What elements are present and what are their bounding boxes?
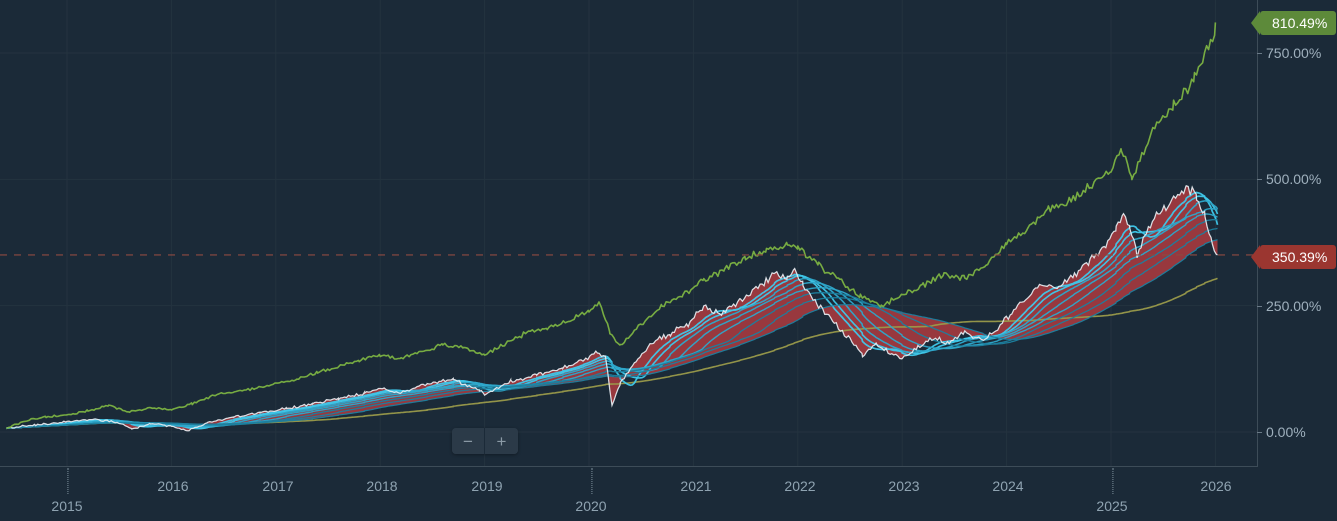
chart-plot-area[interactable] <box>0 0 1258 467</box>
zoom-out-button[interactable]: − <box>452 428 485 454</box>
time-axis-label-2026: 2026 <box>1200 478 1232 494</box>
time-axis-label-2020: 2020 <box>575 468 607 514</box>
price-tick: 0.00% <box>1257 424 1306 440</box>
zoom-control[interactable]: − + <box>452 428 518 454</box>
time-axis-label-2025: 2025 <box>1096 468 1128 514</box>
price-last-value-badge: 350.39% <box>1260 245 1337 269</box>
price-tick: 250.00% <box>1257 298 1321 314</box>
price-tick: 500.00% <box>1257 171 1321 187</box>
chart-canvas <box>0 22 1257 432</box>
time-axis-label-2023: 2023 <box>888 478 920 494</box>
price-axis[interactable]: 750.00% 500.00% 250.00% 0.00% 810.49% 35… <box>1257 0 1337 466</box>
time-axis-label-2022: 2022 <box>784 478 816 494</box>
time-axis[interactable]: 2015 2016 2017 2018 2019 2020 2021 2022 2023 2024… <box>0 466 1257 521</box>
time-axis-label-2024: 2024 <box>992 478 1024 494</box>
zoom-in-button[interactable]: + <box>485 428 518 454</box>
price-last-value-text: 350.39% <box>1272 249 1328 265</box>
benchmark-last-value-badge: 810.49% <box>1260 11 1337 35</box>
time-axis-label-2017: 2017 <box>262 478 294 494</box>
time-axis-label-2019: 2019 <box>471 478 503 494</box>
time-axis-label-2016: 2016 <box>157 478 189 494</box>
benchmark-last-value-text: 810.49% <box>1272 15 1328 31</box>
price-tick: 750.00% <box>1257 45 1321 61</box>
time-axis-label-2018: 2018 <box>366 478 398 494</box>
time-axis-label-2015: 2015 <box>51 468 83 514</box>
time-axis-label-2021: 2021 <box>680 478 712 494</box>
